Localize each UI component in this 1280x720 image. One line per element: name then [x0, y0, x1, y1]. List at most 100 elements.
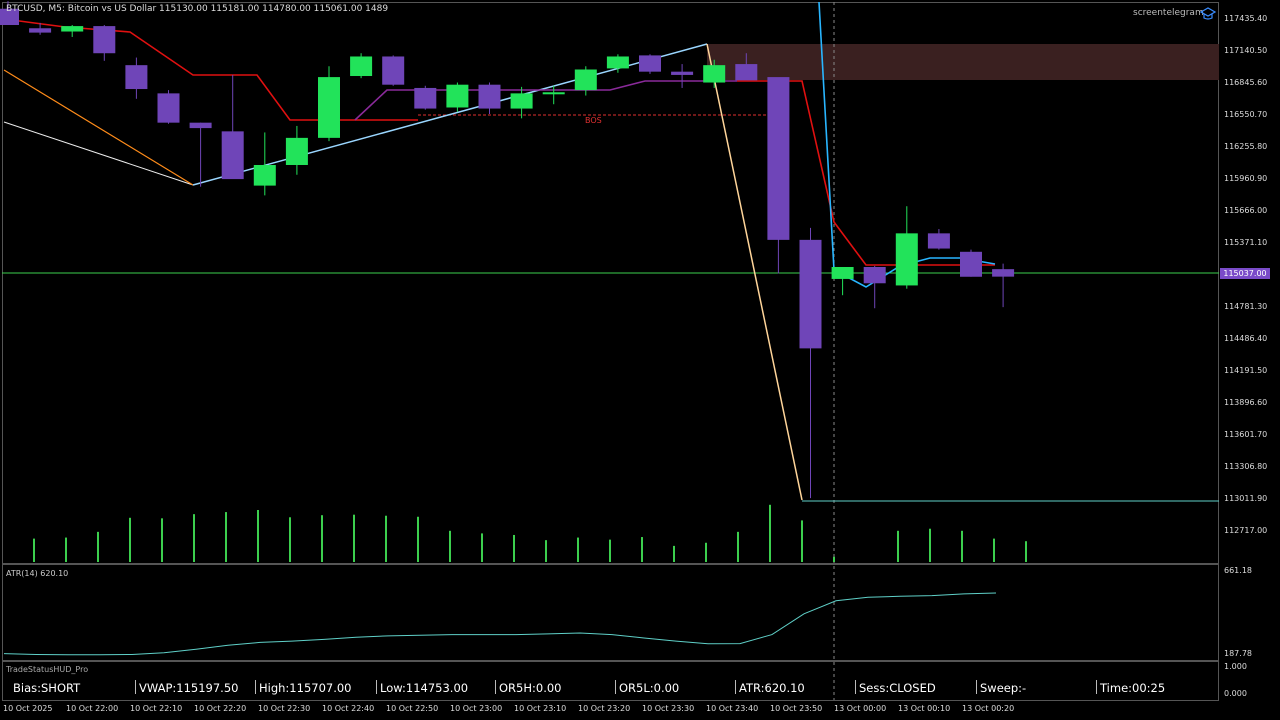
orange-trend-line: [3, 69, 194, 186]
price-axis-tick: 116550.70: [1224, 110, 1268, 119]
candle-body: [863, 266, 886, 284]
candle-body: [253, 164, 276, 186]
candle-body: [510, 93, 533, 109]
hud-title: TradeStatusHUD_Pro: [6, 665, 89, 674]
candle-body: [350, 56, 373, 77]
candles-group: [0, 1, 1015, 499]
hud-item: OR5H:0.00: [499, 681, 562, 695]
price-axis-tick: 112717.00: [1224, 526, 1268, 535]
hud-item: Sess:CLOSED: [859, 681, 936, 695]
hud-item: Time:00:25: [1100, 681, 1166, 695]
volume-group: [33, 504, 1027, 562]
candle-body: [767, 77, 790, 240]
hud-separator: [376, 680, 377, 694]
price-axis-tick: 113011.90: [1224, 494, 1268, 503]
time-axis-tick: 10 Oct 22:30: [258, 704, 311, 713]
candle-body: [93, 26, 116, 54]
time-axis-tick: 13 Oct 00:00: [834, 704, 887, 713]
hud-separator: [735, 680, 736, 694]
candle-body: [446, 84, 469, 108]
price-axis-tick: 116255.80: [1224, 142, 1268, 151]
candle-body: [703, 65, 726, 83]
candle-body: [992, 269, 1015, 277]
atr-line: [3, 592, 997, 656]
time-axis-tick: 10 Oct 23:40: [706, 704, 759, 713]
price-axis-tick: 115960.90: [1224, 174, 1268, 183]
time-axis-tick: 10 Oct 23:20: [578, 704, 631, 713]
price-axis-tick: 113306.80: [1224, 462, 1268, 471]
candle-body: [318, 77, 340, 138]
hud-item: ATR:620.10: [739, 681, 805, 695]
bos-label: BOS: [585, 116, 602, 125]
candle-body: [831, 266, 854, 279]
candle-body: [125, 65, 148, 90]
candle-body: [221, 131, 244, 180]
time-axis-tick: 10 Oct 23:50: [770, 704, 823, 713]
price-axis-tick: 114486.40: [1224, 334, 1268, 343]
white-trend-line: [3, 121, 194, 186]
hud-indicator-panel[interactable]: [2, 661, 1219, 701]
time-axis-tick: 13 Oct 00:10: [898, 704, 951, 713]
time-axis-tick: 10 Oct 22:50: [386, 704, 439, 713]
time-axis-tick: 13 Oct 00:20: [962, 704, 1015, 713]
hud-separator: [855, 680, 856, 694]
time-axis-tick: 10 Oct 22:10: [130, 704, 183, 713]
atr-title: ATR(14) 620.10: [6, 569, 69, 578]
graduation-cap-icon: [1200, 7, 1216, 20]
price-axis-tick: 114191.50: [1224, 366, 1268, 375]
supply-zone: [707, 44, 1219, 80]
time-axis-tick: 10 Oct 23:10: [514, 704, 567, 713]
atr-ytick: 187.78: [1224, 649, 1252, 658]
zigzag-line: [706, 43, 803, 501]
hud-ytick: 1.000: [1224, 662, 1247, 671]
candle-body: [927, 233, 950, 249]
hud-separator: [255, 680, 256, 694]
candle-body: [382, 56, 405, 85]
atr-indicator-panel[interactable]: [2, 564, 1219, 661]
hud-item: High:115707.00: [259, 681, 352, 695]
purple-ma-line: [354, 80, 737, 121]
candle-body: [799, 239, 822, 349]
time-axis-tick: 10 Oct 22:20: [194, 704, 247, 713]
chart-title: BTCUSD, M5: Bitcoin vs US Dollar 115130.…: [6, 4, 389, 14]
candle-body: [478, 84, 501, 109]
hud-ytick: 0.000: [1224, 689, 1247, 698]
time-axis-tick: 10 Oct 23:00: [450, 704, 503, 713]
hud-separator: [976, 680, 977, 694]
candle-body: [542, 92, 565, 95]
hud-item: OR5L:0.00: [619, 681, 680, 695]
candle-body: [639, 55, 661, 72]
candle-body: [29, 28, 52, 33]
price-axis-tick: 115666.00: [1224, 206, 1268, 215]
candle-body: [671, 71, 694, 75]
time-axis-tick: 10 Oct 22:00: [66, 704, 119, 713]
time-axis-tick: 10 Oct 23:30: [642, 704, 695, 713]
hud-separator: [1096, 680, 1097, 694]
candle-body: [189, 122, 212, 129]
price-axis-tick: 116845.60: [1224, 78, 1268, 87]
price-axis-tick: 117140.50: [1224, 46, 1268, 55]
candle-body: [61, 26, 84, 32]
candle-body: [606, 56, 629, 69]
price-chart-panel[interactable]: [2, 2, 1219, 564]
candle-body: [157, 93, 180, 123]
time-axis-tick: 10 Oct 22:40: [322, 704, 375, 713]
candle-body: [414, 87, 437, 109]
atr-ytick: 661.18: [1224, 566, 1252, 575]
hud-item: Sweep:-: [980, 681, 1027, 695]
time-axis-tick: 10 Oct 2025: [3, 704, 53, 713]
hud-separator: [615, 680, 616, 694]
candle-body: [0, 8, 19, 26]
hud-separator: [135, 680, 136, 694]
price-axis-tick: 115371.10: [1224, 238, 1268, 247]
current-price-tag: 115037.00: [1220, 268, 1270, 279]
hud-item: Low:114753.00: [380, 681, 469, 695]
price-axis-tick: 113896.60: [1224, 398, 1268, 407]
candle-body: [285, 137, 308, 165]
candle-body: [574, 69, 597, 91]
candle-body: [960, 251, 982, 277]
price-axis-tick: 113601.70: [1224, 430, 1268, 439]
candle-body: [735, 64, 758, 81]
hud-item: VWAP:115197.50: [139, 681, 239, 695]
